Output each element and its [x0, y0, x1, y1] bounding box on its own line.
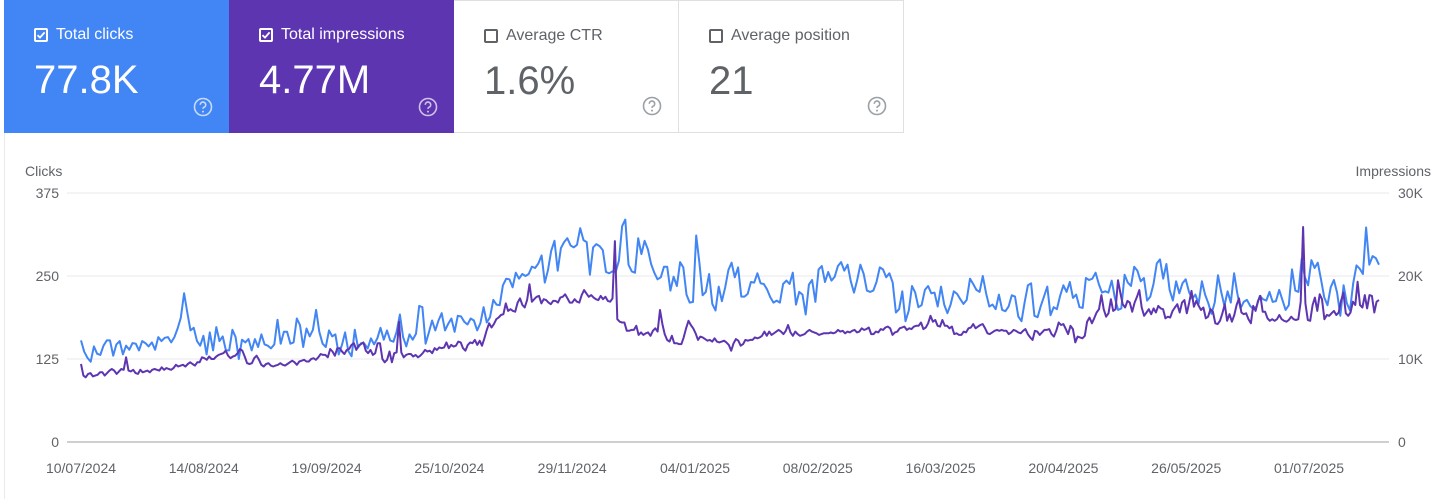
- metric-card-header: Average CTR: [484, 27, 603, 45]
- metric-card-average-ctr[interactable]: Average CTR 1.6%: [454, 0, 679, 133]
- metric-value: 77.8K: [34, 58, 139, 102]
- metric-value: 21: [709, 59, 754, 103]
- left-tick-label: 125: [36, 351, 60, 367]
- check-icon: [36, 31, 46, 39]
- right-tick-label: 0: [1398, 434, 1406, 450]
- metric-checkbox[interactable]: [709, 29, 723, 43]
- performance-chart: Clicks Impressions 0 125 250 375 0 10K 20K 30K 1…: [4, 133, 1449, 499]
- metric-label: Average CTR: [506, 27, 603, 44]
- metric-checkbox[interactable]: [484, 29, 498, 43]
- x-tick-label: 10/07/2024: [46, 460, 116, 476]
- help-circle-icon[interactable]: [867, 96, 887, 116]
- metric-cards: Total clicks 77.8K Total impressions 4.77M A…: [4, 0, 904, 133]
- x-tick-label: 29/11/2024: [538, 460, 607, 476]
- x-tick-label: 26/05/2025: [1151, 460, 1221, 476]
- metric-checkbox[interactable]: [34, 28, 48, 42]
- left-tick-label: 0: [51, 434, 59, 450]
- series-line-impressions: [80, 226, 1380, 379]
- right-tick-label: 20K: [1398, 268, 1424, 284]
- help-circle-icon[interactable]: [418, 97, 438, 117]
- metric-value: 4.77M: [259, 58, 371, 102]
- metric-card-total-impressions[interactable]: Total impressions 4.77M: [229, 0, 454, 133]
- metric-label: Total clicks: [56, 26, 134, 43]
- metric-card-average-position[interactable]: Average position 21: [679, 0, 904, 133]
- metric-label: Total impressions: [281, 26, 405, 43]
- metric-card-header: Total impressions: [259, 26, 405, 44]
- right-tick-label: 30K: [1398, 185, 1424, 201]
- x-tick-label: 08/02/2025: [783, 460, 853, 476]
- metric-checkbox[interactable]: [259, 28, 273, 42]
- x-tick-label: 19/09/2024: [292, 460, 362, 476]
- right-axis-title: Impressions: [1355, 163, 1431, 179]
- line-chart-svg: 0 125 250 375 0 10K 20K 30K 10/07/2024 14/08/2024…: [36, 185, 1424, 476]
- x-tick-label: 20/04/2025: [1028, 460, 1098, 476]
- x-tick-label: 04/01/2025: [660, 460, 730, 476]
- x-tick-label: 25/10/2024: [414, 460, 484, 476]
- metric-value: 1.6%: [484, 59, 576, 103]
- series-line-clicks: [80, 218, 1380, 363]
- left-tick-label: 250: [36, 268, 60, 284]
- left-axis-title: Clicks: [25, 163, 63, 179]
- help-circle-icon[interactable]: [193, 97, 213, 117]
- x-tick-label: 01/07/2025: [1274, 460, 1344, 476]
- check-icon: [261, 31, 271, 39]
- metric-label: Average position: [731, 27, 850, 44]
- metric-card-total-clicks[interactable]: Total clicks 77.8K: [4, 0, 229, 133]
- metric-card-header: Total clicks: [34, 26, 133, 44]
- metric-card-header: Average position: [709, 27, 850, 45]
- x-tick-label: 14/08/2024: [169, 460, 239, 476]
- x-tick-label: 16/03/2025: [906, 460, 976, 476]
- left-tick-label: 375: [36, 185, 60, 201]
- help-circle-icon[interactable]: [642, 96, 662, 116]
- right-tick-label: 10K: [1398, 351, 1424, 367]
